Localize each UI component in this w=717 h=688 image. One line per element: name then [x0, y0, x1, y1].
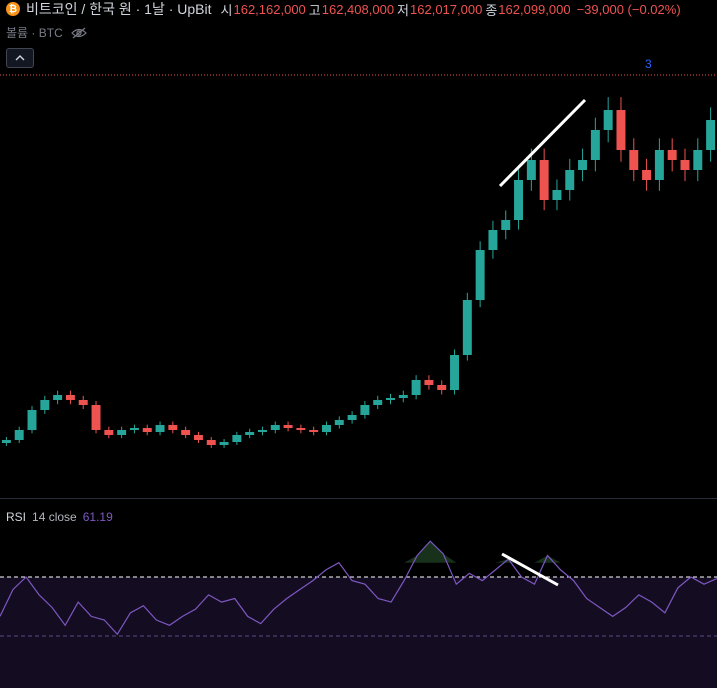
- volume-legend[interactable]: 볼륨 · BTC: [6, 24, 87, 41]
- candle: [181, 430, 191, 435]
- candle: [373, 400, 383, 405]
- candle: [14, 430, 24, 440]
- candle: [206, 440, 216, 445]
- candle: [552, 190, 562, 200]
- low-label: 저: [397, 2, 410, 18]
- trendline-rsi[interactable]: [501, 552, 559, 587]
- candle: [1, 440, 11, 443]
- open-value: 162,162,000: [233, 1, 306, 17]
- candle: [219, 442, 229, 445]
- rsi-params: 14 close: [32, 510, 77, 524]
- candle: [334, 420, 344, 425]
- symbol-title[interactable]: 비트코인 / 한국 원 · 1날 · UpBit: [26, 1, 212, 17]
- candle: [193, 435, 203, 440]
- rsi-line: [0, 540, 717, 636]
- symbol-legend: ₿ 비트코인 / 한국 원 · 1날 · UpBit 시 162,162,000…: [6, 0, 681, 18]
- price-chart[interactable]: 3: [0, 0, 717, 498]
- candle: [347, 415, 357, 420]
- candle: [53, 395, 63, 400]
- rsi-band: [0, 577, 717, 688]
- candle: [27, 410, 37, 430]
- candle: [283, 425, 293, 428]
- close-value: 162,099,000: [498, 1, 571, 17]
- marker-label: 3: [645, 57, 652, 71]
- collapse-legend-button[interactable]: [6, 48, 34, 68]
- candle: [680, 160, 690, 170]
- candle: [386, 398, 395, 400]
- candle: [539, 160, 549, 200]
- candle: [155, 425, 165, 432]
- candles-group: [1, 97, 716, 448]
- candle: [501, 220, 511, 230]
- chevron-up-icon: [15, 55, 25, 61]
- open-label: 시: [220, 2, 233, 18]
- candle: [693, 150, 703, 170]
- low-value: 162,017,000: [410, 1, 483, 17]
- change-value: −39,000 (−0.02%): [576, 1, 681, 17]
- candle: [424, 380, 434, 385]
- candle: [667, 150, 677, 160]
- candle: [590, 130, 600, 160]
- candle: [616, 110, 626, 150]
- candle: [245, 432, 255, 435]
- candle: [142, 428, 152, 432]
- candle: [65, 395, 75, 400]
- candle: [578, 160, 588, 170]
- candle: [642, 170, 652, 180]
- candle: [437, 385, 447, 390]
- candle: [117, 430, 127, 435]
- candle: [603, 110, 613, 130]
- bitcoin-icon: ₿: [6, 2, 20, 16]
- volume-label: 볼륨 · BTC: [6, 26, 63, 40]
- rsi-value: 61.19: [82, 510, 113, 524]
- candle: [322, 425, 331, 432]
- candle: [270, 425, 280, 430]
- candle: [488, 230, 498, 250]
- high-value: 162,408,000: [321, 1, 395, 17]
- candle: [257, 430, 267, 432]
- candle: [514, 180, 524, 220]
- close-label: 종: [485, 2, 498, 18]
- candle: [706, 120, 716, 150]
- candle: [411, 380, 421, 395]
- pane-divider[interactable]: [0, 498, 717, 499]
- candle: [91, 405, 101, 430]
- high-label: 고: [308, 2, 321, 18]
- candle: [526, 160, 536, 180]
- candle: [360, 405, 370, 415]
- candle: [40, 400, 50, 410]
- candle: [129, 428, 139, 430]
- candle: [309, 430, 319, 432]
- candle: [296, 428, 306, 430]
- eye-hidden-icon[interactable]: [70, 27, 87, 39]
- candle: [232, 435, 242, 442]
- rsi-chart[interactable]: [0, 499, 717, 688]
- rsi-legend: RSI 14 close 61.19: [6, 510, 113, 524]
- candle: [78, 400, 88, 405]
- candle: [104, 430, 114, 435]
- rsi-overbought-fill: [0, 541, 717, 563]
- candle: [398, 395, 408, 398]
- candle: [168, 425, 178, 430]
- candle: [462, 300, 472, 355]
- candle: [450, 355, 460, 390]
- candle: [654, 150, 664, 180]
- candle: [629, 150, 639, 170]
- rsi-name: RSI: [6, 510, 27, 524]
- trendline-price[interactable]: [498, 98, 587, 188]
- candle: [565, 170, 575, 190]
- candle: [475, 250, 485, 300]
